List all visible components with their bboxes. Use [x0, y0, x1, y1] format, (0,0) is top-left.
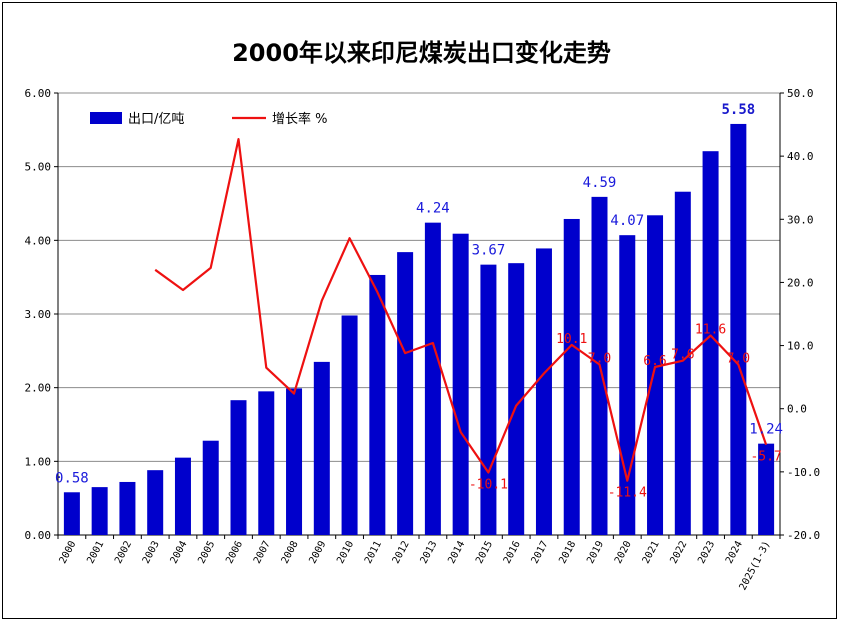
- data-labels: 0.584.243.674.594.075.581.24-10.110.17.0…: [55, 102, 783, 501]
- axes: 0.00 1.00 2.00 3.00 4.00 5.00 6.00 -20.0 -10.0 0.…: [25, 87, 821, 592]
- right-tick-label: -20.0: [787, 529, 820, 542]
- x-tick-label: 2010: [335, 539, 356, 565]
- bar: [730, 123, 747, 535]
- line-series: [154, 138, 768, 482]
- line-data-label: 7.6: [671, 348, 694, 363]
- left-tick-label: 0.00: [25, 529, 52, 542]
- right-tick-label: -10.0: [787, 466, 820, 479]
- bar-data-label: 4.59: [583, 175, 617, 191]
- bar: [230, 400, 247, 535]
- x-tick-label: 2024: [724, 539, 745, 565]
- legend-line-label: 增长率 %: [272, 111, 328, 127]
- bar: [119, 481, 136, 535]
- bar-data-label: 0.58: [55, 470, 89, 486]
- bar: [341, 315, 358, 535]
- bar-series: [63, 123, 775, 536]
- x-tick-label: 2008: [280, 539, 301, 565]
- left-tick-label: 1.00: [25, 455, 52, 468]
- x-tick-label: 2015: [474, 539, 495, 565]
- x-tick-label: 2000: [58, 539, 79, 565]
- legend-bar-label: 出口/亿吨: [128, 112, 184, 127]
- bar: [174, 457, 191, 535]
- bar: [647, 215, 664, 535]
- bar-data-label: 4.24: [416, 201, 450, 217]
- x-tick-label: 2021: [641, 539, 662, 565]
- bar: [758, 443, 775, 535]
- bar: [63, 492, 80, 535]
- x-tick-label: 2005: [196, 539, 217, 565]
- right-tick-label: 0.0: [787, 403, 807, 416]
- x-tick-label: 2009: [307, 539, 328, 565]
- bar: [202, 440, 219, 535]
- left-tick-label: 6.00: [25, 87, 52, 100]
- right-tick-label: 10.0: [787, 340, 814, 353]
- right-tick-label: 20.0: [787, 276, 814, 289]
- bar: [535, 248, 552, 536]
- x-tick-label: 2003: [141, 539, 162, 565]
- bar: [508, 263, 525, 535]
- bar-data-label: 1.24: [749, 422, 783, 438]
- bar: [452, 233, 469, 535]
- bar: [702, 151, 719, 536]
- x-tick-label: 2006: [224, 539, 245, 565]
- x-tick-label: 2007: [252, 539, 273, 565]
- growth-line: [154, 138, 768, 482]
- bar: [674, 191, 691, 536]
- legend: 出口/亿吨 增长率 %: [90, 111, 328, 127]
- x-tick-label: 2013: [419, 539, 440, 565]
- line-data-label: 10.1: [556, 332, 587, 347]
- bar: [369, 274, 386, 535]
- line-data-label: 11.6: [695, 322, 726, 337]
- x-tick-label: 2018: [557, 539, 578, 565]
- line-data-label: 7.0: [588, 352, 611, 367]
- bar: [258, 391, 275, 535]
- x-tick-label: 2012: [391, 539, 412, 565]
- chart-frame: [2, 2, 837, 619]
- x-tick-label: 2014: [446, 539, 467, 565]
- line-data-label: -5.7: [750, 450, 781, 465]
- x-tick-label: 2017: [530, 539, 551, 565]
- right-tick-label: 50.0: [787, 87, 814, 100]
- left-tick-label: 4.00: [25, 234, 52, 247]
- left-tick-label: 3.00: [25, 308, 52, 321]
- line-data-label: -11.4: [608, 486, 647, 501]
- x-tick-label: 2020: [613, 539, 634, 565]
- bar: [91, 487, 108, 535]
- bar: [147, 470, 164, 535]
- x-tick-label: 2022: [668, 539, 689, 565]
- bar: [313, 361, 330, 535]
- bar-data-label: 3.67: [472, 243, 506, 259]
- line-data-label: 6.6: [643, 354, 666, 369]
- x-tick-label: 2019: [585, 539, 606, 565]
- x-tick-label: 2023: [696, 539, 717, 565]
- bar: [424, 222, 441, 536]
- legend-bar-swatch: [90, 112, 122, 124]
- bar: [397, 252, 414, 535]
- left-tick-label: 2.00: [25, 382, 52, 395]
- bar: [480, 264, 497, 535]
- bar: [286, 388, 303, 535]
- bar-data-label: 5.58: [721, 102, 755, 118]
- x-tick-label: 2002: [113, 539, 134, 565]
- right-tick-label: 40.0: [787, 150, 814, 163]
- x-tick-label: 2004: [169, 539, 190, 565]
- x-tick-label: 2011: [363, 539, 384, 565]
- line-data-label: -10.1: [469, 477, 508, 492]
- left-tick-label: 5.00: [25, 161, 52, 174]
- chart-title: 2000年以来印尼煤炭出口变化走势: [232, 39, 611, 67]
- bar: [563, 218, 580, 535]
- line-data-label: 7.0: [727, 352, 750, 367]
- right-tick-label: 30.0: [787, 213, 814, 226]
- x-tick-label: 2016: [502, 539, 523, 565]
- x-tick-label: 2001: [85, 539, 106, 565]
- bar-data-label: 4.07: [610, 213, 644, 229]
